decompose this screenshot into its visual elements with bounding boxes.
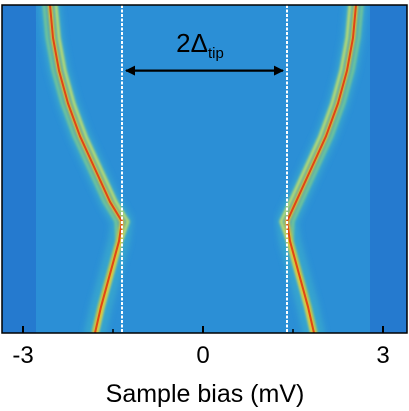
x-tick-label: 3	[376, 342, 389, 369]
plot-frame	[1, 4, 408, 334]
gap-label-subscript: tip	[208, 45, 224, 62]
ridge-left-trace-4	[49, 5, 123, 333]
left-dark-band	[2, 5, 36, 333]
x-axis-ticks: -3 0 3	[12, 326, 390, 369]
right-dark-band	[370, 5, 407, 333]
gap-label: 2Δtip	[176, 28, 224, 62]
x-tick-label: -3	[12, 342, 33, 369]
x-axis-label: Sample bias (mV)	[106, 380, 305, 408]
ridge-right-trace-4	[286, 5, 357, 333]
gap-label-main: 2Δ	[176, 28, 208, 58]
x-tick-label: 0	[196, 342, 209, 369]
heatmap-area	[2, 5, 407, 333]
ridge-layer	[39, 5, 367, 333]
